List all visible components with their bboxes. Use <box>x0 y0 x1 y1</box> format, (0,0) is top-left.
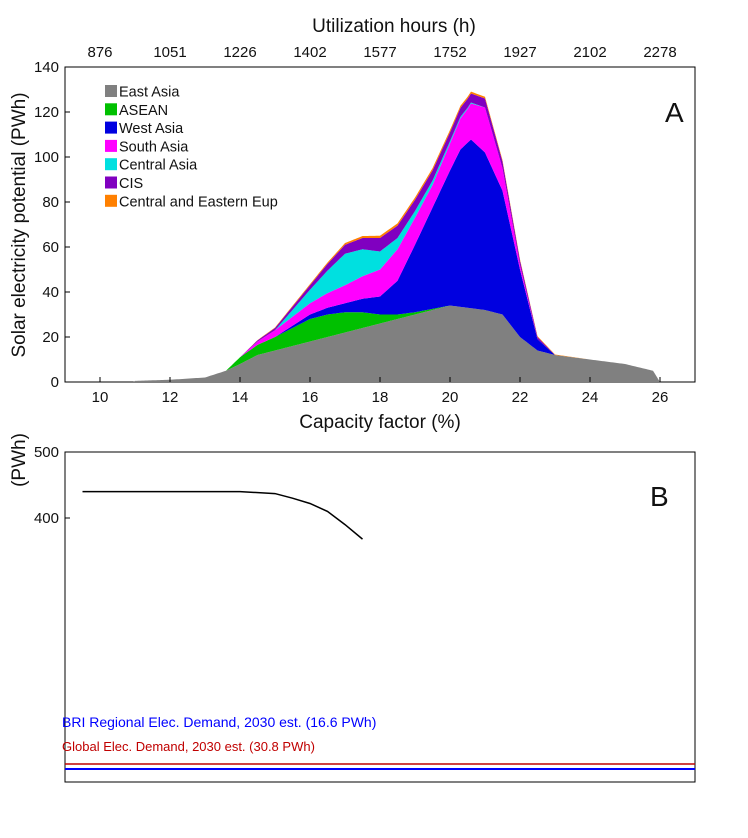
cumulative-line <box>82 490 363 540</box>
y-tick-label: 60 <box>42 239 59 256</box>
x-tick-labels: 10 12 14 16 18 20 22 24 26 <box>92 377 669 406</box>
y-tick-label: 120 <box>34 104 59 121</box>
panel-a: Utilization hours (h) 876 1051 1226 1402 157… <box>9 16 696 433</box>
cumulative-curve <box>82 490 363 540</box>
legend-swatch <box>105 103 117 116</box>
top-axis-title: Utilization hours (h) <box>312 16 476 37</box>
x-tick-label: 20 <box>442 389 459 406</box>
top-tick-label: 1752 <box>433 44 466 61</box>
y-tick-label: 100 <box>34 149 59 166</box>
y-tick-labels: 0 20 40 60 80 100 120 140 <box>34 59 70 391</box>
legend-swatch <box>105 121 117 134</box>
y-axis-title: Solar electricity potential (PWh) <box>9 92 30 357</box>
legend-label: Central Asia <box>119 158 198 174</box>
legend-label: Central and Eastern Eup <box>119 194 278 210</box>
legend-label: East Asia <box>119 85 180 101</box>
y-tick-label: 0 <box>51 374 59 391</box>
legend-swatch <box>105 176 117 189</box>
top-tick-label: 1226 <box>223 44 256 61</box>
x-tick-label: 14 <box>232 389 249 406</box>
x-tick-label: 18 <box>372 389 389 406</box>
area-asean <box>65 305 695 382</box>
legend-label: South Asia <box>119 139 189 155</box>
panel-label-b: B <box>650 481 669 512</box>
bri-demand-annotation: BRI Regional Elec. Demand, 2030 est. (16… <box>62 714 376 730</box>
top-tick-label: 876 <box>87 44 112 61</box>
top-tick-label: 1927 <box>503 44 536 61</box>
global-demand-annotation: Global Elec. Demand, 2030 est. (30.8 PWh… <box>62 739 315 754</box>
x-tick-label: 10 <box>92 389 109 406</box>
x-tick-label: 12 <box>162 389 179 406</box>
x-tick-label: 22 <box>512 389 529 406</box>
y-tick-label: 80 <box>42 194 59 211</box>
top-tick-label: 1402 <box>293 44 326 61</box>
panel-b: 400 500 (PWh) B BRI Regional Elec. Demand… <box>9 433 696 783</box>
legend-swatch <box>105 194 117 207</box>
area-east-asia <box>65 305 695 382</box>
y-tick-label: 40 <box>42 284 59 301</box>
legend-label: CIS <box>119 176 143 192</box>
y-tick-labels-b: 400 500 <box>34 444 70 527</box>
x-axis-title: Capacity factor (%) <box>299 412 461 433</box>
top-tick-label: 2102 <box>573 44 606 61</box>
legend-swatch <box>105 139 117 152</box>
top-tick-labels: 876 1051 1226 1402 1577 1752 1927 2102 2278 <box>87 44 677 72</box>
legend-label: West Asia <box>119 121 184 137</box>
legend-label: ASEAN <box>119 103 168 119</box>
top-tick-label: 1577 <box>363 44 396 61</box>
top-tick-label: 2278 <box>643 44 676 61</box>
x-tick-label: 26 <box>652 389 669 406</box>
y-axis-title-b: (PWh) <box>9 433 30 487</box>
area-central-and-eastern-eup <box>65 91 695 382</box>
legend: East Asia ASEAN West Asia South Asia Central… <box>105 85 278 210</box>
y-tick-label: 500 <box>34 444 59 461</box>
stacked-areas <box>65 91 695 383</box>
y-tick-label: 400 <box>34 510 59 527</box>
legend-swatch <box>105 85 117 97</box>
x-tick-label: 24 <box>582 389 599 406</box>
top-tick-label: 1051 <box>153 44 186 61</box>
y-tick-label: 20 <box>42 329 59 346</box>
x-tick-label: 16 <box>302 389 319 406</box>
plot-frame-b <box>64 451 696 783</box>
panel-label-a: A <box>665 97 684 128</box>
legend-swatch <box>105 158 117 171</box>
y-tick-label: 140 <box>34 59 59 76</box>
